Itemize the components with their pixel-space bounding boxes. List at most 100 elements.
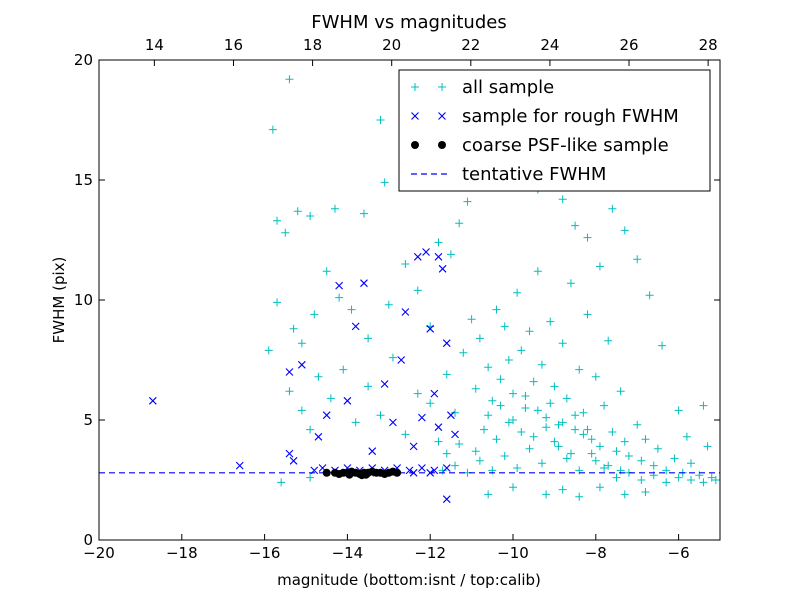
data-point xyxy=(600,401,609,410)
data-point xyxy=(620,490,629,499)
data-point xyxy=(281,228,290,237)
legend-item: all sample xyxy=(411,77,554,98)
data-point xyxy=(413,286,422,295)
data-point xyxy=(463,197,472,206)
data-point xyxy=(430,389,439,398)
data-point xyxy=(442,464,451,472)
x-tick-label: −8 xyxy=(585,544,607,562)
data-point xyxy=(604,336,613,345)
data-point xyxy=(285,368,294,376)
data-point xyxy=(674,473,683,482)
data-point xyxy=(451,408,460,417)
data-point xyxy=(583,425,592,434)
data-point xyxy=(500,322,509,331)
data-point xyxy=(525,327,534,336)
data-point xyxy=(583,233,592,242)
y-tick-label: 5 xyxy=(83,411,93,429)
data-point xyxy=(426,324,435,333)
data-point xyxy=(148,396,157,405)
data-point xyxy=(376,411,385,420)
data-point xyxy=(662,478,671,487)
data-point xyxy=(310,310,319,319)
data-point xyxy=(492,435,501,444)
x-tick-label: −16 xyxy=(249,544,281,562)
data-point xyxy=(575,492,584,501)
data-point xyxy=(442,370,451,379)
data-point xyxy=(542,413,551,422)
data-point xyxy=(633,420,642,429)
data-point xyxy=(558,485,567,494)
data-point xyxy=(418,464,426,472)
data-point xyxy=(322,411,331,420)
data-point xyxy=(571,221,580,230)
data-point xyxy=(289,324,298,333)
data-point xyxy=(362,470,371,479)
data-point xyxy=(459,348,468,357)
data-point xyxy=(587,449,596,458)
data-point xyxy=(533,267,542,276)
data-point xyxy=(517,428,526,436)
data-point xyxy=(703,442,712,451)
top-x-tick-label: 28 xyxy=(699,36,718,54)
data-point xyxy=(521,404,530,412)
data-point xyxy=(600,464,609,472)
data-point xyxy=(235,461,244,470)
data-point xyxy=(446,250,455,259)
data-point xyxy=(550,382,559,391)
data-point xyxy=(575,365,584,374)
data-point xyxy=(434,252,443,261)
data-point xyxy=(509,416,517,424)
data-point xyxy=(268,125,277,134)
x-tick-label: −14 xyxy=(332,544,364,562)
data-point xyxy=(546,317,555,326)
data-point xyxy=(637,456,646,465)
data-point xyxy=(566,279,575,288)
data-point xyxy=(434,437,443,446)
data-point xyxy=(285,387,294,396)
data-point xyxy=(645,291,654,300)
data-point xyxy=(604,461,613,470)
data-point xyxy=(562,454,571,463)
data-point xyxy=(384,300,393,309)
legend-label: all sample xyxy=(462,77,554,98)
data-point xyxy=(562,394,571,403)
data-point xyxy=(504,418,513,427)
data-point xyxy=(550,437,559,446)
data-point xyxy=(571,425,580,434)
data-point xyxy=(442,449,451,458)
data-point xyxy=(314,372,323,381)
data-point xyxy=(418,413,426,422)
y-tick-label: 10 xyxy=(74,291,93,309)
data-point xyxy=(537,360,546,369)
series-all-sample xyxy=(264,75,720,501)
x-tick-label: −12 xyxy=(414,544,446,562)
data-point xyxy=(285,449,294,458)
x-tick-label: −10 xyxy=(497,544,529,562)
data-point xyxy=(583,310,592,319)
data-point xyxy=(297,406,306,415)
data-point xyxy=(351,418,360,427)
data-point xyxy=(533,406,542,415)
x-axis-label: magnitude (bottom:isnt / top:calib) xyxy=(277,571,541,589)
data-point xyxy=(558,339,567,348)
data-point xyxy=(345,470,354,479)
data-point xyxy=(525,444,534,453)
data-point xyxy=(571,411,580,420)
legend-item: sample for rough FWHM xyxy=(411,106,679,127)
legend-marker xyxy=(411,112,419,120)
data-point xyxy=(376,116,385,124)
data-point xyxy=(649,461,658,470)
data-point xyxy=(707,473,716,482)
data-point xyxy=(595,262,604,271)
legend-box xyxy=(398,69,711,192)
legend-item: coarse PSF-like sample xyxy=(411,135,669,156)
axes-ticks: −20 −18 −16 −14 −12 −10 −8 −6 0 5 10 15 20 14 16 18 20 22… xyxy=(74,36,720,562)
data-point xyxy=(442,339,451,348)
data-point xyxy=(624,452,633,460)
data-point xyxy=(616,387,625,396)
data-point xyxy=(330,204,339,213)
data-point xyxy=(368,447,377,456)
data-point xyxy=(297,360,306,369)
data-point xyxy=(711,476,720,484)
data-point xyxy=(306,425,315,434)
